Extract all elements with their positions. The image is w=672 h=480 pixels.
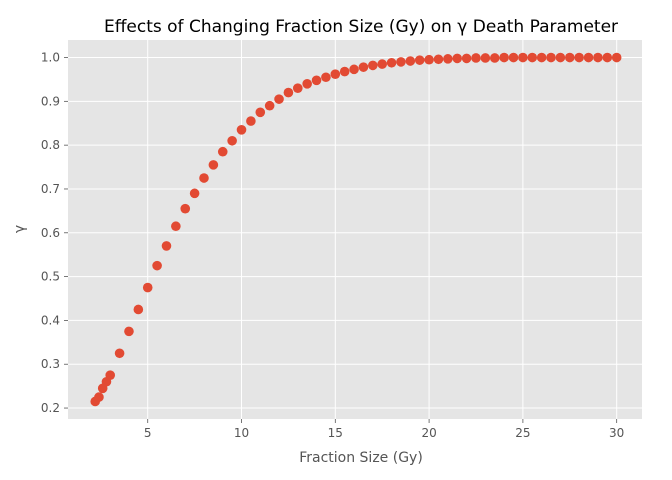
data-point [189, 188, 200, 199]
data-point [377, 59, 387, 69]
data-point [94, 392, 104, 402]
axis-ticks: 5 10 15 20 25 30 0.2 0.3 0.4 0.5 0.6 0.7 0.8 0.9 1.0 [41, 51, 624, 440]
data-point [414, 55, 425, 65]
data-point [471, 53, 481, 63]
data-point [227, 135, 237, 146]
x-tick-label: 30 [609, 426, 624, 440]
y-tick-label: 0.4 [41, 313, 60, 327]
y-tick-label: 1.0 [41, 51, 60, 65]
x-axis-label: Fraction Size (Gy) [299, 450, 423, 466]
data-point [386, 57, 397, 68]
x-tick-label: 5 [144, 426, 152, 440]
data-point [208, 160, 219, 170]
data-point [349, 64, 359, 75]
data-point [518, 52, 528, 63]
data-point [283, 87, 294, 98]
data-point [461, 53, 472, 64]
data-point [508, 52, 519, 63]
data-point [161, 241, 172, 251]
y-tick-label: 0.8 [41, 138, 60, 152]
data-point [124, 326, 134, 337]
data-point [358, 62, 369, 72]
x-tick-label: 25 [515, 426, 530, 440]
data-point [405, 56, 416, 66]
data-point [133, 304, 144, 315]
data-point [433, 54, 444, 65]
y-axis-label: γ [12, 225, 28, 233]
data-point [152, 260, 162, 271]
x-tick-label: 10 [234, 426, 249, 440]
data-point [142, 282, 153, 293]
data-point [292, 83, 303, 93]
data-point [396, 57, 406, 67]
data-point [546, 52, 556, 63]
data-point [246, 116, 256, 126]
data-point [452, 53, 463, 64]
data-point [555, 52, 566, 63]
data-point [536, 52, 547, 63]
data-point [105, 370, 116, 380]
x-tick-label: 20 [421, 426, 436, 440]
plot-area [68, 40, 642, 419]
data-point [330, 69, 341, 79]
data-point [527, 52, 538, 63]
data-point [339, 66, 350, 77]
y-tick-label: 0.6 [41, 226, 60, 240]
y-tick-label: 0.3 [41, 357, 60, 371]
data-point [593, 52, 603, 63]
data-point [264, 100, 275, 111]
data-point [236, 125, 247, 135]
y-tick-label: 0.9 [41, 94, 60, 108]
data-point [499, 52, 509, 63]
data-point [564, 52, 575, 63]
data-point [255, 107, 266, 118]
data-point [574, 52, 584, 63]
data-points [90, 52, 622, 407]
y-tick-label: 0.2 [41, 401, 60, 415]
data-point [199, 173, 209, 183]
data-point [321, 72, 331, 83]
data-point [583, 52, 594, 63]
y-tick-label: 0.5 [41, 270, 60, 284]
x-tick-label: 15 [328, 426, 343, 440]
data-point [171, 221, 181, 232]
data-point [274, 94, 284, 104]
data-point [602, 52, 613, 63]
data-point [443, 54, 453, 64]
chart-title: Effects of Changing Fraction Size (Gy) o… [104, 17, 618, 37]
data-point [368, 60, 378, 71]
data-point [480, 53, 491, 63]
data-point [217, 146, 228, 157]
data-point [489, 53, 500, 63]
grid-lines [68, 40, 642, 419]
data-point [424, 54, 434, 65]
data-point [180, 203, 191, 214]
data-point [114, 348, 125, 359]
y-tick-label: 0.7 [41, 182, 60, 196]
data-point [611, 52, 622, 63]
data-point [302, 79, 312, 89]
data-point [311, 75, 322, 86]
